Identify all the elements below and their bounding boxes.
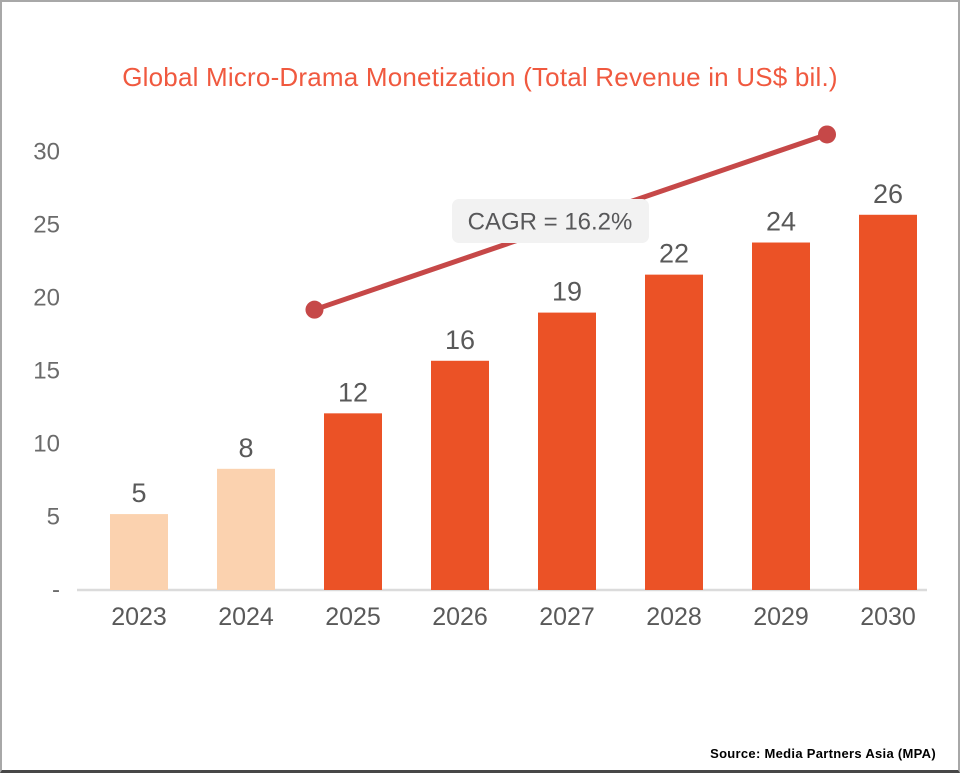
x-tick-label-2027: 2027 (539, 603, 595, 631)
x-tick-label-2023: 2023 (111, 603, 167, 631)
y-tick-label-3: 15 (33, 358, 60, 385)
y-tick-label-5: 5 (47, 504, 60, 531)
chart-title: Global Micro-Drama Monetization (Total R… (122, 62, 838, 92)
bar-value-label-2026: 16 (445, 325, 475, 355)
x-tick-label-2024: 2024 (218, 603, 274, 631)
cagr-badge (452, 199, 649, 243)
x-tick-label-2025: 2025 (325, 603, 381, 631)
bar-2028 (645, 274, 703, 590)
y-tick-label-1: 25 (33, 212, 60, 239)
bar-2027 (538, 312, 596, 590)
y-tick-label-0: 30 (33, 139, 60, 166)
bar-2030 (859, 214, 917, 590)
bar-chart: 30 25 20 15 10 5 - 5 2023 8 2024 12 2025 16 2026 19 2027… (33, 125, 927, 631)
y-tick-label-6: - (52, 577, 60, 604)
x-tick-label-2029: 2029 (753, 603, 809, 631)
bar-value-label-2023: 5 (131, 478, 146, 508)
cagr-badge-label: CAGR = 16.2% (468, 209, 633, 236)
x-tick-label-2030: 2030 (860, 603, 916, 631)
trend-end-dot (818, 125, 837, 144)
x-tick-label-2028: 2028 (646, 603, 702, 631)
bar-2025 (324, 413, 382, 590)
trend-start-dot (305, 300, 324, 319)
bar-2026 (431, 360, 489, 590)
bar-value-label-2024: 8 (238, 433, 253, 463)
bar-value-label-2029: 24 (766, 207, 796, 237)
source-note: Source: Media Partners Asia (MPA) (710, 746, 936, 761)
bar-value-label-2028: 22 (659, 239, 689, 269)
bar-value-label-2027: 19 (552, 277, 582, 307)
bar-2029 (752, 242, 810, 590)
bar-value-label-2030: 26 (873, 179, 903, 209)
bar-2024 (217, 468, 275, 590)
x-tick-label-2026: 2026 (432, 603, 488, 631)
bar-value-label-2025: 12 (338, 377, 368, 407)
y-tick-label-4: 10 (33, 431, 60, 458)
y-tick-label-2: 20 (33, 285, 60, 312)
bar-2023 (110, 514, 168, 590)
